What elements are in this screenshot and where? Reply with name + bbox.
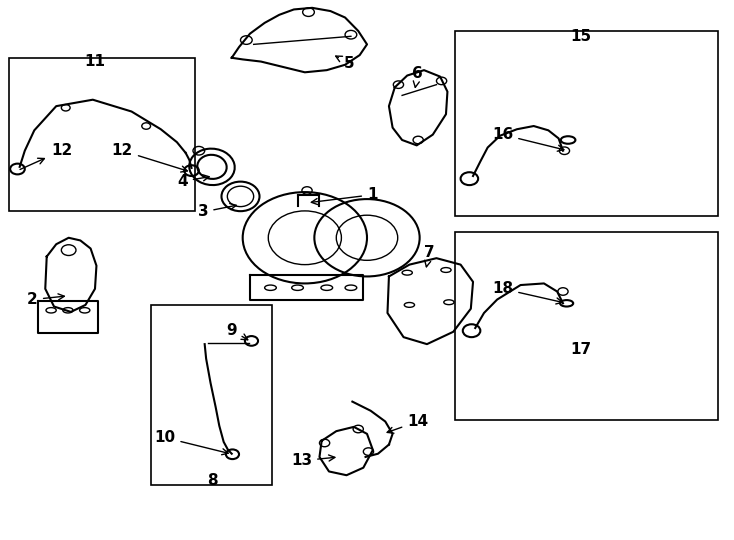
Text: 3: 3	[197, 204, 236, 219]
Text: 15: 15	[570, 29, 591, 44]
Text: 2: 2	[27, 292, 65, 307]
Text: 12: 12	[20, 143, 73, 170]
Text: 9: 9	[226, 323, 248, 340]
Bar	[455, 31, 718, 217]
Text: 4: 4	[177, 174, 209, 189]
Text: 17: 17	[570, 342, 591, 357]
Text: 11: 11	[84, 54, 106, 69]
Text: 1: 1	[311, 187, 377, 205]
Bar	[9, 58, 195, 211]
Text: 7: 7	[424, 245, 435, 267]
Bar	[151, 305, 272, 485]
Text: 18: 18	[492, 281, 562, 304]
Text: 8: 8	[207, 473, 217, 488]
Text: 6: 6	[413, 66, 423, 87]
Text: 14: 14	[387, 414, 429, 433]
Text: 13: 13	[291, 453, 335, 468]
Text: 5: 5	[335, 56, 355, 71]
Bar	[455, 232, 718, 421]
Text: 10: 10	[154, 430, 228, 455]
Text: 12: 12	[112, 143, 187, 172]
Text: 16: 16	[492, 127, 564, 151]
